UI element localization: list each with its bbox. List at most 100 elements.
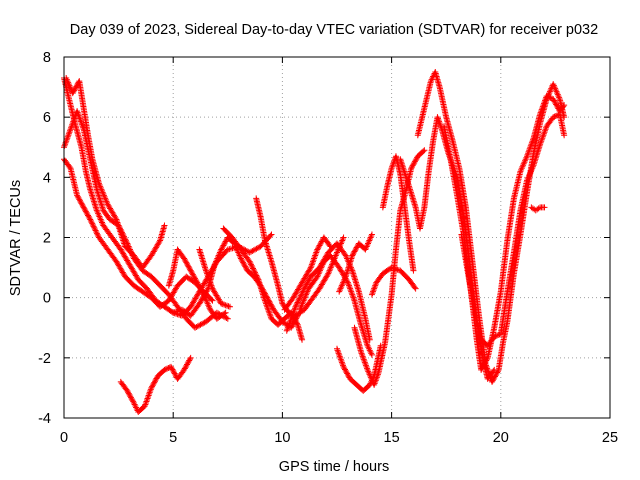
data-point bbox=[421, 147, 428, 154]
data-point bbox=[408, 165, 415, 172]
data-point bbox=[293, 300, 300, 307]
data-point bbox=[93, 228, 100, 235]
data-point bbox=[161, 222, 168, 229]
series-trace-q bbox=[368, 264, 419, 298]
data-point bbox=[247, 259, 254, 266]
series-trace-l bbox=[281, 234, 334, 313]
data-point bbox=[130, 398, 137, 405]
data-point bbox=[390, 265, 397, 272]
data-point bbox=[341, 365, 348, 372]
data-point bbox=[252, 271, 259, 278]
data-point bbox=[84, 211, 91, 218]
data-point bbox=[221, 310, 228, 317]
data-point bbox=[66, 164, 73, 171]
data-point bbox=[185, 263, 192, 270]
y-tick-label: -2 bbox=[38, 351, 51, 367]
data-point bbox=[168, 363, 175, 370]
data-point bbox=[219, 243, 226, 250]
data-point bbox=[410, 161, 417, 168]
data-point bbox=[351, 248, 358, 255]
data-point bbox=[196, 283, 203, 290]
data-point bbox=[553, 102, 560, 109]
series-trace-f bbox=[165, 246, 229, 322]
data-point bbox=[83, 209, 90, 216]
y-tick-label: 2 bbox=[43, 231, 51, 247]
data-point bbox=[561, 102, 568, 109]
data-point bbox=[183, 362, 190, 369]
y-axis-label: SDTVAR / TECUs bbox=[8, 180, 24, 296]
y-tick-label: 6 bbox=[43, 110, 51, 126]
data-point bbox=[197, 286, 204, 293]
data-point bbox=[129, 397, 136, 404]
data-point bbox=[306, 276, 313, 283]
data-point bbox=[551, 98, 558, 105]
data-point bbox=[291, 316, 298, 323]
data-point bbox=[295, 296, 302, 303]
data-point bbox=[350, 249, 357, 256]
data-point bbox=[112, 215, 119, 222]
data-point bbox=[91, 224, 98, 231]
series-trace-e bbox=[117, 354, 194, 415]
data-point bbox=[483, 357, 490, 364]
data-point bbox=[221, 301, 228, 308]
data-point bbox=[411, 284, 418, 291]
data-point bbox=[195, 282, 202, 289]
data-point bbox=[79, 203, 86, 210]
data-point bbox=[92, 227, 99, 234]
data-point bbox=[409, 162, 416, 169]
data-point bbox=[208, 296, 215, 303]
data-point bbox=[482, 358, 489, 365]
data-point bbox=[90, 223, 97, 230]
data-point bbox=[170, 369, 177, 376]
data-point bbox=[88, 219, 95, 226]
data-point bbox=[293, 319, 300, 326]
data-point bbox=[182, 258, 189, 265]
data-point bbox=[492, 372, 499, 379]
data-point bbox=[218, 245, 225, 252]
data-point bbox=[353, 244, 360, 251]
y-tick-label: 0 bbox=[43, 291, 51, 307]
data-point bbox=[181, 365, 188, 372]
data-point bbox=[218, 300, 225, 307]
data-point bbox=[183, 259, 190, 266]
data-point bbox=[411, 159, 418, 166]
data-point bbox=[413, 155, 420, 162]
data-point bbox=[173, 308, 180, 315]
data-point bbox=[181, 366, 188, 373]
data-point bbox=[296, 295, 303, 302]
data-point bbox=[411, 158, 418, 165]
x-tick-label: 5 bbox=[169, 430, 177, 446]
data-point bbox=[204, 287, 211, 294]
data-point bbox=[94, 231, 101, 238]
y-tick-label: 4 bbox=[43, 170, 51, 186]
data-point bbox=[218, 246, 225, 253]
data-point bbox=[491, 374, 498, 381]
data-point bbox=[297, 292, 304, 299]
data-point bbox=[226, 303, 233, 310]
data-point bbox=[209, 297, 216, 304]
data-point bbox=[535, 205, 542, 212]
data-point bbox=[169, 366, 176, 373]
data-point bbox=[550, 114, 557, 121]
data-point bbox=[561, 132, 568, 139]
data-point bbox=[161, 366, 168, 373]
x-tick-label: 10 bbox=[274, 430, 290, 446]
data-point bbox=[305, 277, 312, 284]
data-point bbox=[71, 87, 78, 94]
data-point bbox=[317, 239, 324, 246]
data-point bbox=[185, 358, 192, 365]
data-point bbox=[494, 369, 501, 376]
data-point bbox=[293, 302, 300, 309]
data-point bbox=[254, 275, 261, 282]
data-point bbox=[560, 103, 567, 110]
data-point bbox=[340, 234, 347, 241]
data-point bbox=[152, 378, 158, 385]
data-point bbox=[250, 265, 256, 272]
data-point bbox=[550, 96, 557, 103]
data-point bbox=[222, 309, 229, 316]
data-point bbox=[219, 301, 226, 308]
data-point bbox=[246, 258, 253, 265]
data-point bbox=[126, 391, 133, 398]
data-point bbox=[184, 262, 191, 269]
data-point bbox=[194, 280, 201, 287]
